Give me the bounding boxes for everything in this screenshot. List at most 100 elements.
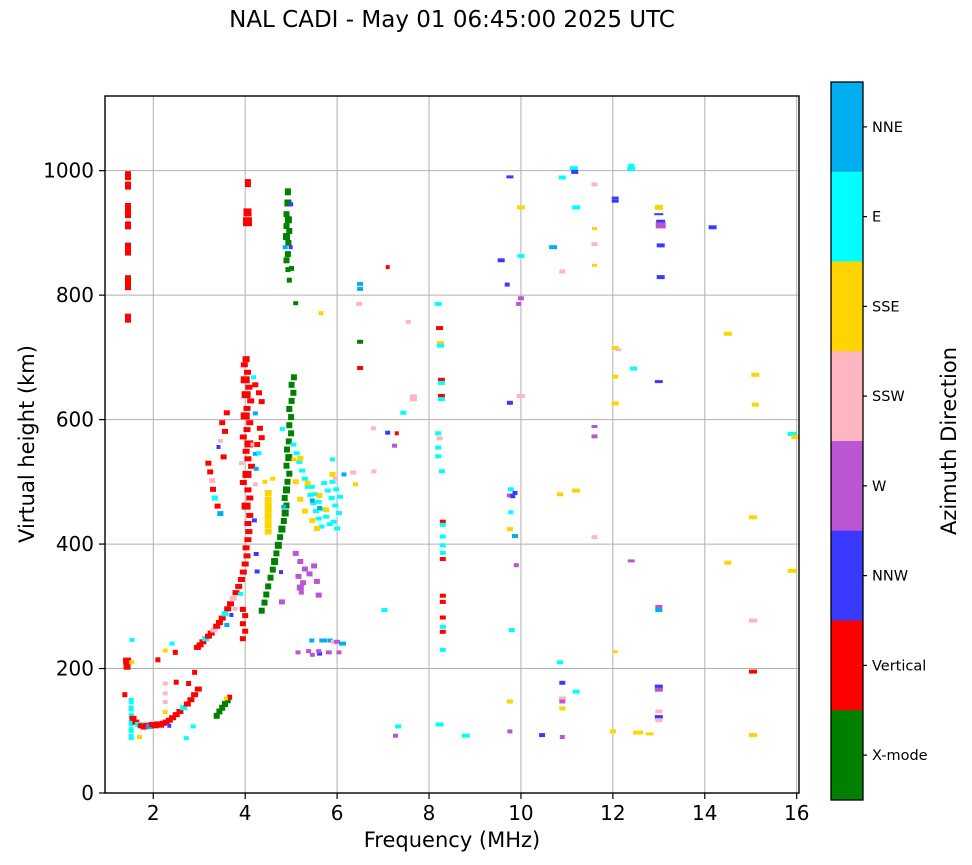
echo-point <box>253 552 259 556</box>
echo-point <box>654 684 663 689</box>
echo-point <box>787 568 797 573</box>
echo-point <box>558 175 566 180</box>
echo-point <box>654 204 663 210</box>
echo-point <box>221 611 229 617</box>
echo-point <box>292 550 299 556</box>
echo-point <box>194 686 202 692</box>
echo-point <box>215 620 223 625</box>
echo-point <box>508 628 515 632</box>
echo-point <box>506 175 514 179</box>
echo-point <box>611 196 619 200</box>
colorbar-tick-label: SSW <box>872 389 905 405</box>
echo-point <box>633 730 644 735</box>
echo-point <box>506 699 513 704</box>
echo-point <box>279 426 285 431</box>
echo-point <box>506 400 513 405</box>
echo-point <box>227 694 233 700</box>
echo-point <box>267 574 274 581</box>
colorbar-segment-ssw <box>831 351 863 442</box>
echo-point <box>654 715 663 720</box>
echo-point <box>229 595 237 601</box>
echo-point <box>283 486 290 494</box>
echo-point <box>244 521 252 526</box>
echo-point <box>281 495 288 501</box>
y-tick-label: 0 <box>81 781 94 805</box>
echo-point <box>506 527 513 532</box>
echo-point <box>199 639 207 645</box>
x-tick-label: 12 <box>600 801 625 825</box>
echo-point <box>341 472 347 477</box>
echo-point <box>611 401 619 406</box>
echo-point <box>256 451 262 456</box>
echo-point <box>439 599 446 604</box>
x-tick-label: 16 <box>784 801 809 825</box>
echo-point <box>288 414 295 421</box>
echo-point <box>317 506 323 510</box>
echo-point <box>656 219 666 224</box>
echo-point <box>611 346 619 350</box>
echo-point <box>213 623 221 629</box>
echo-point <box>645 732 654 736</box>
echo-point <box>394 431 399 436</box>
echo-point <box>264 496 272 505</box>
x-tick-label: 2 <box>147 801 160 825</box>
echo-point <box>219 420 226 426</box>
echo-point <box>285 239 292 246</box>
echo-point <box>385 430 391 435</box>
echo-point <box>207 469 214 475</box>
echo-point <box>196 642 204 648</box>
echo-point <box>497 258 505 263</box>
colorbar-tick-label: W <box>872 479 886 495</box>
echo-point <box>353 482 358 487</box>
echo-point <box>128 705 134 712</box>
echo-point <box>628 163 635 168</box>
echo-point <box>559 735 565 739</box>
echo-point <box>129 715 137 721</box>
echo-point <box>238 577 245 582</box>
echo-point <box>180 705 188 711</box>
echo-point <box>437 377 445 382</box>
echo-point <box>333 487 340 492</box>
echo-point <box>271 558 279 565</box>
x-tick-label: 6 <box>331 801 344 825</box>
echo-point <box>513 563 519 568</box>
echo-point <box>293 451 300 456</box>
echo-point <box>512 491 518 495</box>
echo-point <box>559 706 566 711</box>
colorbar-tick-label: SSE <box>872 299 900 315</box>
echo-point <box>223 696 228 701</box>
echo-point <box>510 494 516 499</box>
echo-point <box>241 502 251 510</box>
echo-point <box>167 723 172 728</box>
echo-point <box>128 734 134 740</box>
echo-point <box>222 428 228 434</box>
echo-point <box>309 517 316 523</box>
echo-point <box>244 487 252 493</box>
y-tick-label: 1000 <box>43 159 94 183</box>
echo-point <box>243 405 251 411</box>
echo-point <box>295 650 301 655</box>
echo-point <box>216 708 223 715</box>
echo-point <box>172 649 178 655</box>
echo-point <box>239 621 246 627</box>
echo-point <box>285 454 293 462</box>
echo-point <box>569 166 578 171</box>
echo-point <box>284 199 292 207</box>
echo-point <box>350 470 357 475</box>
echo-point <box>336 494 343 499</box>
echo-point <box>220 454 227 460</box>
echo-point <box>283 223 290 230</box>
echo-point <box>262 479 268 484</box>
echo-point <box>309 652 315 657</box>
echo-point <box>400 410 407 415</box>
echo-point <box>313 526 320 531</box>
echo-point <box>439 519 446 524</box>
echo-point <box>264 528 272 535</box>
echo-point <box>327 638 333 643</box>
echo-point <box>244 440 254 448</box>
echo-point <box>339 641 347 646</box>
echo-point <box>334 526 341 531</box>
echo-point <box>572 689 580 694</box>
echo-point <box>435 431 442 436</box>
